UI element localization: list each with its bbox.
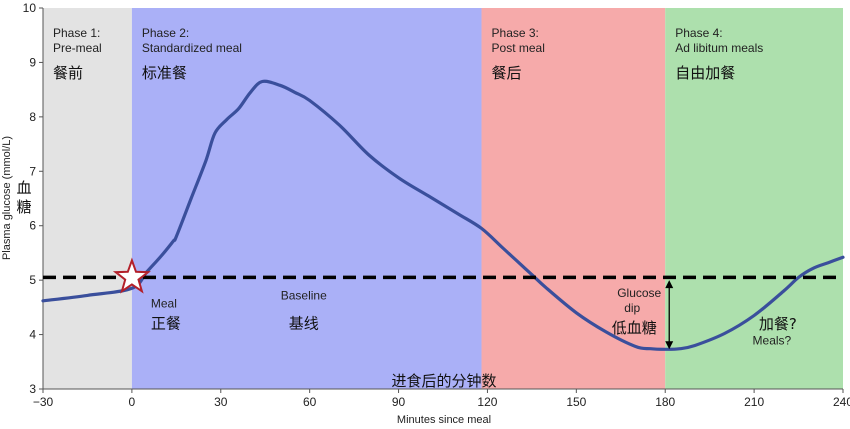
glucose-dip-label-line-1: Glucose bbox=[617, 286, 661, 300]
glucose-dip-label-zh: 低血糖 bbox=[612, 319, 657, 337]
x-tick-label: 180 bbox=[655, 395, 675, 409]
phase-3-label-line-2: Post meal bbox=[492, 41, 545, 55]
phase-2-label-line-1: Phase 2: bbox=[142, 26, 189, 40]
y-tick-label: 5 bbox=[29, 273, 36, 287]
phase-band-3 bbox=[481, 8, 666, 389]
phase-band-4 bbox=[665, 8, 843, 389]
x-tick-label: 210 bbox=[744, 395, 764, 409]
meal-label-zh: 正餐 bbox=[151, 314, 181, 332]
phase-1-label-line-2: Pre-meal bbox=[53, 41, 102, 55]
phase-labels: Phase 1:Pre-meal 餐前 Phase 2:Standardized m… bbox=[53, 26, 763, 82]
phase-1-label-zh: 餐前 bbox=[53, 64, 83, 82]
y-tick-label: 6 bbox=[29, 219, 36, 233]
x-axis-label-zh: 进食后的分钟数 bbox=[391, 372, 496, 390]
y-axis-label-zh-1: 血 bbox=[16, 179, 31, 197]
x-tick-label: 0 bbox=[129, 395, 136, 409]
phase-bands bbox=[43, 8, 843, 389]
y-tick-label: 9 bbox=[29, 55, 36, 69]
phase-2-label-zh: 标准餐 bbox=[142, 64, 187, 82]
phase-3-label-line-1: Phase 3: bbox=[492, 26, 539, 40]
phase-4-label-line-1: Phase 4: bbox=[675, 26, 722, 40]
y-tick-label: 3 bbox=[29, 382, 36, 396]
phase-4-label-line-2: Ad libitum meals bbox=[675, 41, 763, 55]
phase-3-label-zh: 餐后 bbox=[492, 64, 522, 82]
meals-question-label: Meals? bbox=[753, 333, 792, 347]
y-axis-label-zh-2: 糖 bbox=[16, 198, 31, 216]
phase-4-label-zh: 自由加餐 bbox=[675, 64, 735, 82]
y-axis-label: Plasma glucose (mmol/L) bbox=[1, 136, 13, 260]
phase-band-1 bbox=[43, 8, 132, 389]
baseline-group: Baseline 基线 bbox=[43, 275, 843, 332]
baseline-label-zh: 基线 bbox=[289, 314, 319, 332]
x-tick-label: 120 bbox=[477, 395, 497, 409]
x-tick-label: 150 bbox=[566, 395, 586, 409]
x-tick-label: 60 bbox=[303, 395, 317, 409]
baseline-label: Baseline bbox=[281, 288, 327, 302]
x-axis-label: Minutes since meal bbox=[397, 414, 491, 426]
glucose-dip-arrow-head-down bbox=[665, 341, 674, 350]
glucose-dip-label-line-2: dip bbox=[624, 301, 640, 315]
axes: −30 0 30 60 90 120 150 180 210 240 3 4 5 6 7 8 9 10 bbox=[23, 1, 850, 409]
glucose-series bbox=[41, 79, 845, 351]
x-tick-label: 90 bbox=[392, 395, 406, 409]
series-line-1 bbox=[41, 79, 845, 351]
x-tick-label: 240 bbox=[833, 395, 850, 409]
x-tick-label: −30 bbox=[33, 395, 54, 409]
phase-2-label-line-2: Standardized meal bbox=[142, 41, 242, 55]
meal-star-icon bbox=[112, 257, 151, 294]
y-tick-label: 7 bbox=[29, 164, 36, 178]
y-tick-label: 8 bbox=[29, 110, 36, 124]
y-tick-label: 10 bbox=[23, 1, 37, 15]
phase-1-label-line-1: Phase 1: bbox=[53, 26, 100, 40]
x-tick-label: 30 bbox=[214, 395, 228, 409]
meals-question-zh: 加餐? bbox=[759, 315, 797, 333]
y-tick-label: 4 bbox=[29, 328, 36, 342]
meal-label: Meal bbox=[151, 296, 177, 310]
glucose-dip-arrow-head-up bbox=[665, 280, 674, 289]
